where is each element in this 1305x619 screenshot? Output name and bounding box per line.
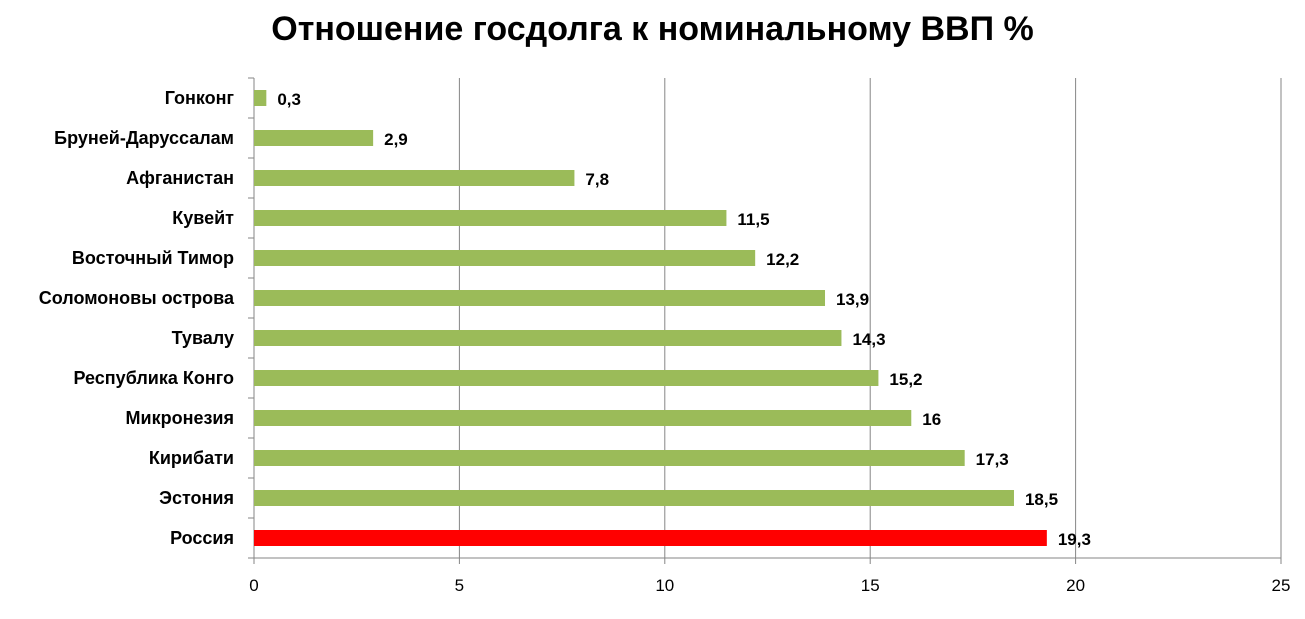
bar	[254, 410, 912, 426]
bar	[254, 330, 842, 346]
bar	[254, 450, 965, 466]
value-label: 17,3	[976, 450, 1009, 469]
value-label: 16	[922, 410, 941, 429]
x-tick-label: 10	[655, 576, 674, 595]
value-label: 15,2	[889, 370, 922, 389]
bar	[254, 130, 374, 146]
bar	[254, 490, 1014, 506]
value-label: 13,9	[836, 290, 869, 309]
value-label: 12,2	[766, 250, 799, 269]
chart-title: Отношение госдолга к номинальному ВВП %	[271, 10, 1034, 48]
value-label: 14,3	[852, 330, 885, 349]
x-tick-label: 20	[1066, 576, 1085, 595]
category-label: Соломоновы острова	[39, 288, 235, 308]
x-tick-label: 0	[249, 576, 258, 595]
value-label: 0,3	[277, 90, 301, 109]
value-label: 18,5	[1025, 490, 1058, 509]
value-label: 19,3	[1058, 530, 1091, 549]
bar	[254, 290, 826, 306]
category-label: Микронезия	[126, 408, 234, 428]
axes	[248, 77, 1282, 564]
x-tick-labels: 0 5 10 15 20 25	[249, 576, 1290, 595]
bar	[254, 90, 267, 106]
bars	[254, 90, 1047, 546]
bar	[254, 530, 1047, 546]
category-label: Восточный Тимор	[72, 248, 234, 268]
x-tick-label: 15	[861, 576, 880, 595]
category-label: Республика Конго	[73, 368, 234, 388]
category-label: Афганистан	[126, 168, 234, 188]
category-label: Кирибати	[149, 448, 234, 468]
value-labels: 0,3 2,9 7,8 11,5 12,2 13,9 14,3 15,2 16 17,3 18,5 1…	[277, 90, 1091, 549]
bar	[254, 210, 727, 226]
bar	[254, 370, 879, 386]
value-label: 2,9	[384, 130, 408, 149]
value-label: 7,8	[585, 170, 609, 189]
bar	[254, 250, 756, 266]
category-label: Кувейт	[172, 208, 234, 228]
x-tick-label: 25	[1272, 576, 1291, 595]
grid-lines	[458, 78, 1282, 558]
category-labels: Гонконг Бруней-Даруссалам Афганистан Кувейт…	[39, 88, 235, 548]
category-label: Гонконг	[165, 88, 235, 108]
bar	[254, 170, 575, 186]
value-label: 11,5	[737, 210, 769, 229]
category-label: Эстония	[159, 488, 234, 508]
x-tick-label: 5	[455, 576, 464, 595]
category-label: Бруней-Даруссалам	[54, 128, 234, 148]
category-label: Россия	[170, 528, 234, 548]
category-label: Тувалу	[172, 328, 234, 348]
